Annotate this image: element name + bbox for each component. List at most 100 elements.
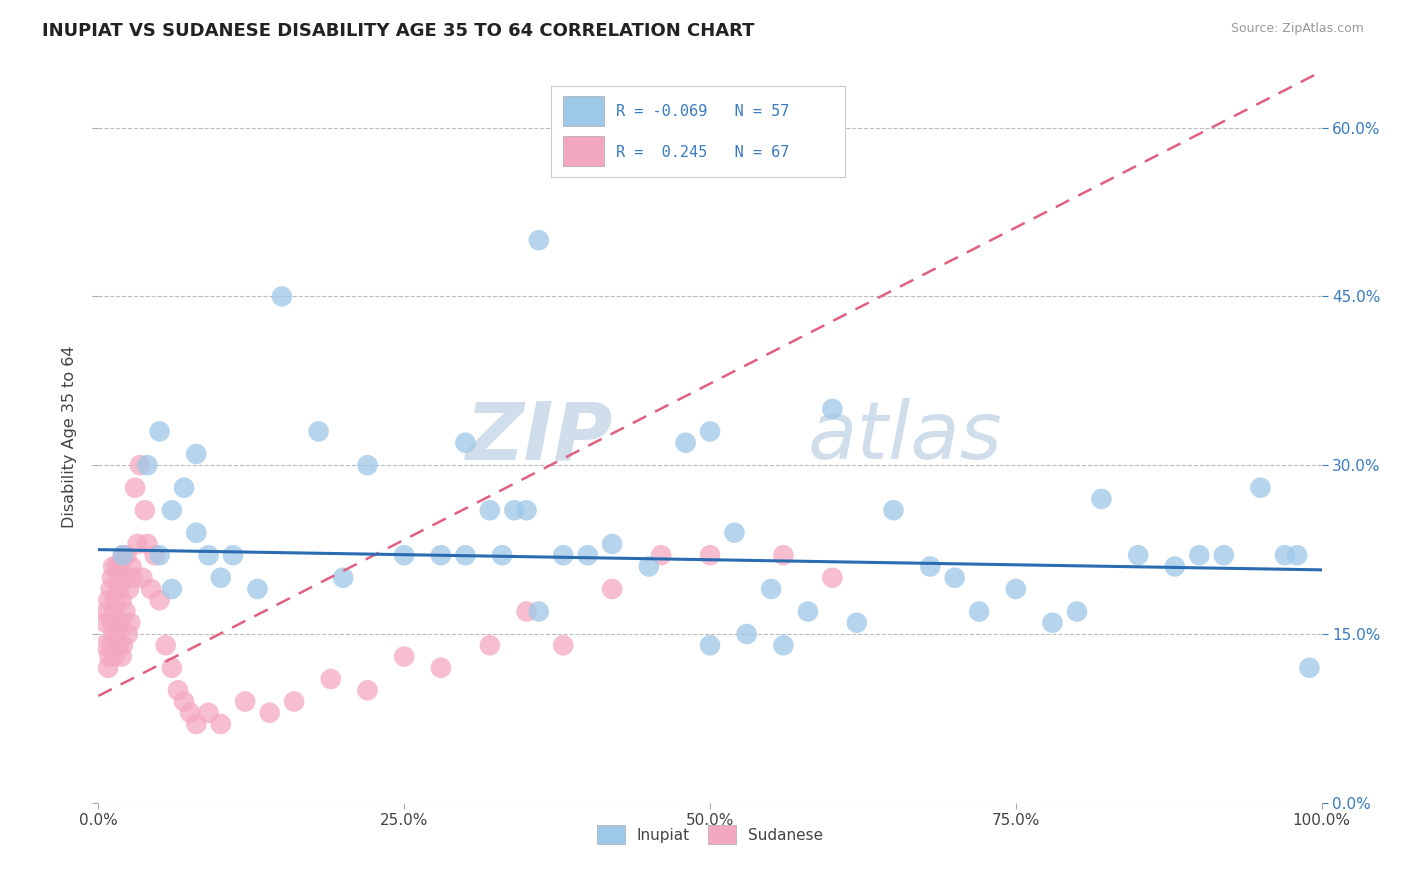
Point: [131, 571, 153, 585]
Point: [392, 548, 416, 562]
Point: [107, 615, 129, 630]
Point: [111, 548, 134, 562]
Point: [845, 615, 868, 630]
Point: [93, 638, 115, 652]
Point: [491, 548, 513, 562]
Point: [173, 694, 195, 708]
Point: [160, 661, 183, 675]
Point: [149, 593, 172, 607]
Point: [98, 649, 121, 664]
Point: [478, 503, 501, 517]
Point: [139, 582, 162, 596]
Point: [308, 425, 330, 439]
Point: [1042, 615, 1064, 630]
Point: [209, 571, 232, 585]
Point: [797, 605, 820, 619]
Point: [1249, 481, 1271, 495]
Text: INUPIAT VS SUDANESE DISABILITY AGE 35 TO 64 CORRELATION CHART: INUPIAT VS SUDANESE DISABILITY AGE 35 TO…: [42, 22, 755, 40]
Text: ZIP: ZIP: [465, 398, 612, 476]
Point: [821, 401, 844, 416]
Point: [97, 661, 120, 675]
Point: [319, 672, 342, 686]
Point: [270, 289, 294, 303]
Point: [675, 435, 697, 450]
Point: [186, 525, 208, 540]
Point: [920, 559, 942, 574]
Point: [821, 571, 844, 585]
Point: [111, 638, 134, 652]
Point: [134, 503, 156, 517]
Point: [143, 548, 166, 562]
Point: [356, 683, 378, 698]
Point: [124, 481, 146, 495]
Point: [772, 638, 794, 652]
Point: [179, 706, 201, 720]
Point: [650, 548, 672, 562]
Point: [527, 605, 550, 619]
Point: [1298, 661, 1320, 675]
Text: Source: ZipAtlas.com: Source: ZipAtlas.com: [1230, 22, 1364, 36]
Point: [103, 649, 125, 664]
Point: [101, 571, 124, 585]
Point: [111, 593, 134, 607]
Point: [600, 537, 623, 551]
Point: [104, 593, 127, 607]
Point: [136, 537, 159, 551]
Point: [101, 559, 124, 574]
Point: [197, 548, 219, 562]
Point: [392, 649, 416, 664]
Point: [117, 627, 139, 641]
Point: [943, 571, 966, 585]
Point: [735, 627, 758, 641]
Point: [967, 605, 990, 619]
Point: [101, 615, 124, 630]
Point: [1128, 548, 1150, 562]
Point: [136, 458, 159, 473]
Point: [167, 683, 190, 698]
Point: [120, 615, 142, 630]
Point: [173, 481, 195, 495]
Point: [723, 525, 745, 540]
Point: [246, 582, 269, 596]
Point: [108, 582, 131, 596]
Point: [108, 638, 131, 652]
Point: [186, 447, 208, 461]
Text: atlas: atlas: [808, 398, 1002, 476]
Point: [515, 503, 537, 517]
Point: [883, 503, 905, 517]
Point: [111, 649, 134, 664]
Point: [115, 548, 138, 562]
Point: [430, 548, 453, 562]
Point: [454, 548, 477, 562]
Point: [96, 605, 118, 619]
Point: [100, 638, 122, 652]
Point: [105, 559, 128, 574]
Point: [97, 593, 120, 607]
Point: [1066, 605, 1088, 619]
Point: [637, 559, 661, 574]
Point: [1274, 548, 1296, 562]
Point: [111, 548, 134, 562]
Point: [1286, 548, 1309, 562]
Point: [197, 706, 219, 720]
Point: [761, 582, 783, 596]
Point: [772, 548, 794, 562]
Point: [110, 559, 132, 574]
Point: [1188, 548, 1211, 562]
Point: [101, 627, 124, 641]
Point: [160, 582, 183, 596]
Point: [209, 717, 232, 731]
Point: [155, 638, 177, 652]
Point: [112, 571, 135, 585]
Point: [283, 694, 305, 708]
Point: [107, 571, 129, 585]
Point: [332, 571, 354, 585]
Point: [105, 627, 128, 641]
Point: [222, 548, 245, 562]
Point: [100, 582, 122, 596]
Point: [129, 458, 152, 473]
Point: [478, 638, 501, 652]
Point: [110, 615, 132, 630]
Point: [160, 503, 183, 517]
Point: [233, 694, 256, 708]
